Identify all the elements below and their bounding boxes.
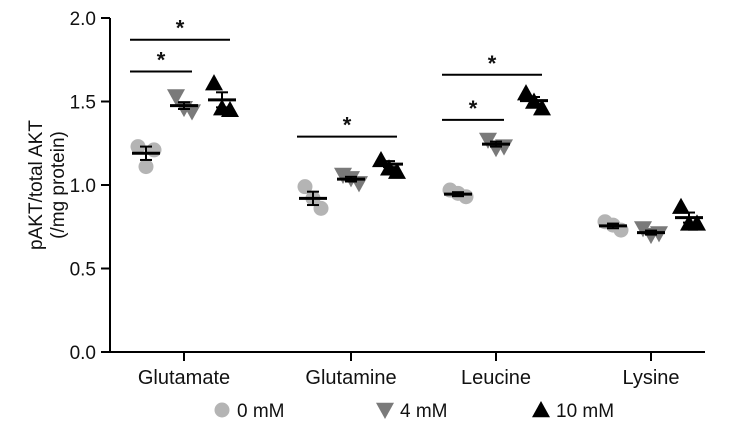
legend-marker-icon [214, 402, 230, 418]
x-tick-label: Glutamine [305, 367, 396, 389]
mean-sem-bars [132, 91, 703, 236]
significance-star: * [157, 47, 166, 72]
significance-star: * [343, 113, 352, 138]
y-axis-unit-label: (/mg protein) [48, 131, 69, 239]
data-point [138, 159, 154, 175]
legend-marker-icon [532, 401, 550, 418]
legend: 0 mM 4 mM 10 mM [214, 401, 614, 422]
legend-label: 10 mM [556, 401, 614, 422]
y-tick-label: 1.0 [70, 176, 96, 197]
data-point [146, 142, 162, 158]
x-tick-label: Glutamate [138, 367, 230, 389]
y-tick-label: 2.0 [70, 9, 96, 30]
x-tick-label: Lysine [622, 367, 679, 389]
y-tick-label: 1.5 [70, 93, 96, 114]
legend-item: 0 mM [214, 401, 285, 422]
data-point [479, 132, 497, 149]
y-axis: 0.0 0.5 1.0 1.5 2.0 [70, 9, 111, 364]
y-axis-label: pAKT/total AKT [26, 120, 47, 250]
significance-star: * [469, 96, 478, 121]
data-point [672, 197, 690, 214]
legend-label: 4 mM [400, 401, 448, 422]
legend-label: 0 mM [237, 401, 285, 422]
legend-item: 4 mM [376, 401, 448, 422]
data-point [167, 89, 185, 106]
significance-annotations: * * * * * [130, 16, 542, 138]
legend-item: 10 mM [532, 401, 614, 422]
x-axis: Glutamate Glutamine Leucine Lysine [110, 351, 705, 389]
y-tick-label: 0.0 [70, 343, 96, 364]
significance-star: * [176, 16, 185, 41]
data-point [205, 74, 223, 91]
significance-star: * [488, 51, 497, 76]
data-point [130, 139, 146, 155]
y-tick-label: 0.5 [70, 260, 96, 281]
x-tick-label: Leucine [461, 367, 531, 389]
data-point [297, 179, 313, 195]
legend-marker-icon [376, 402, 394, 419]
